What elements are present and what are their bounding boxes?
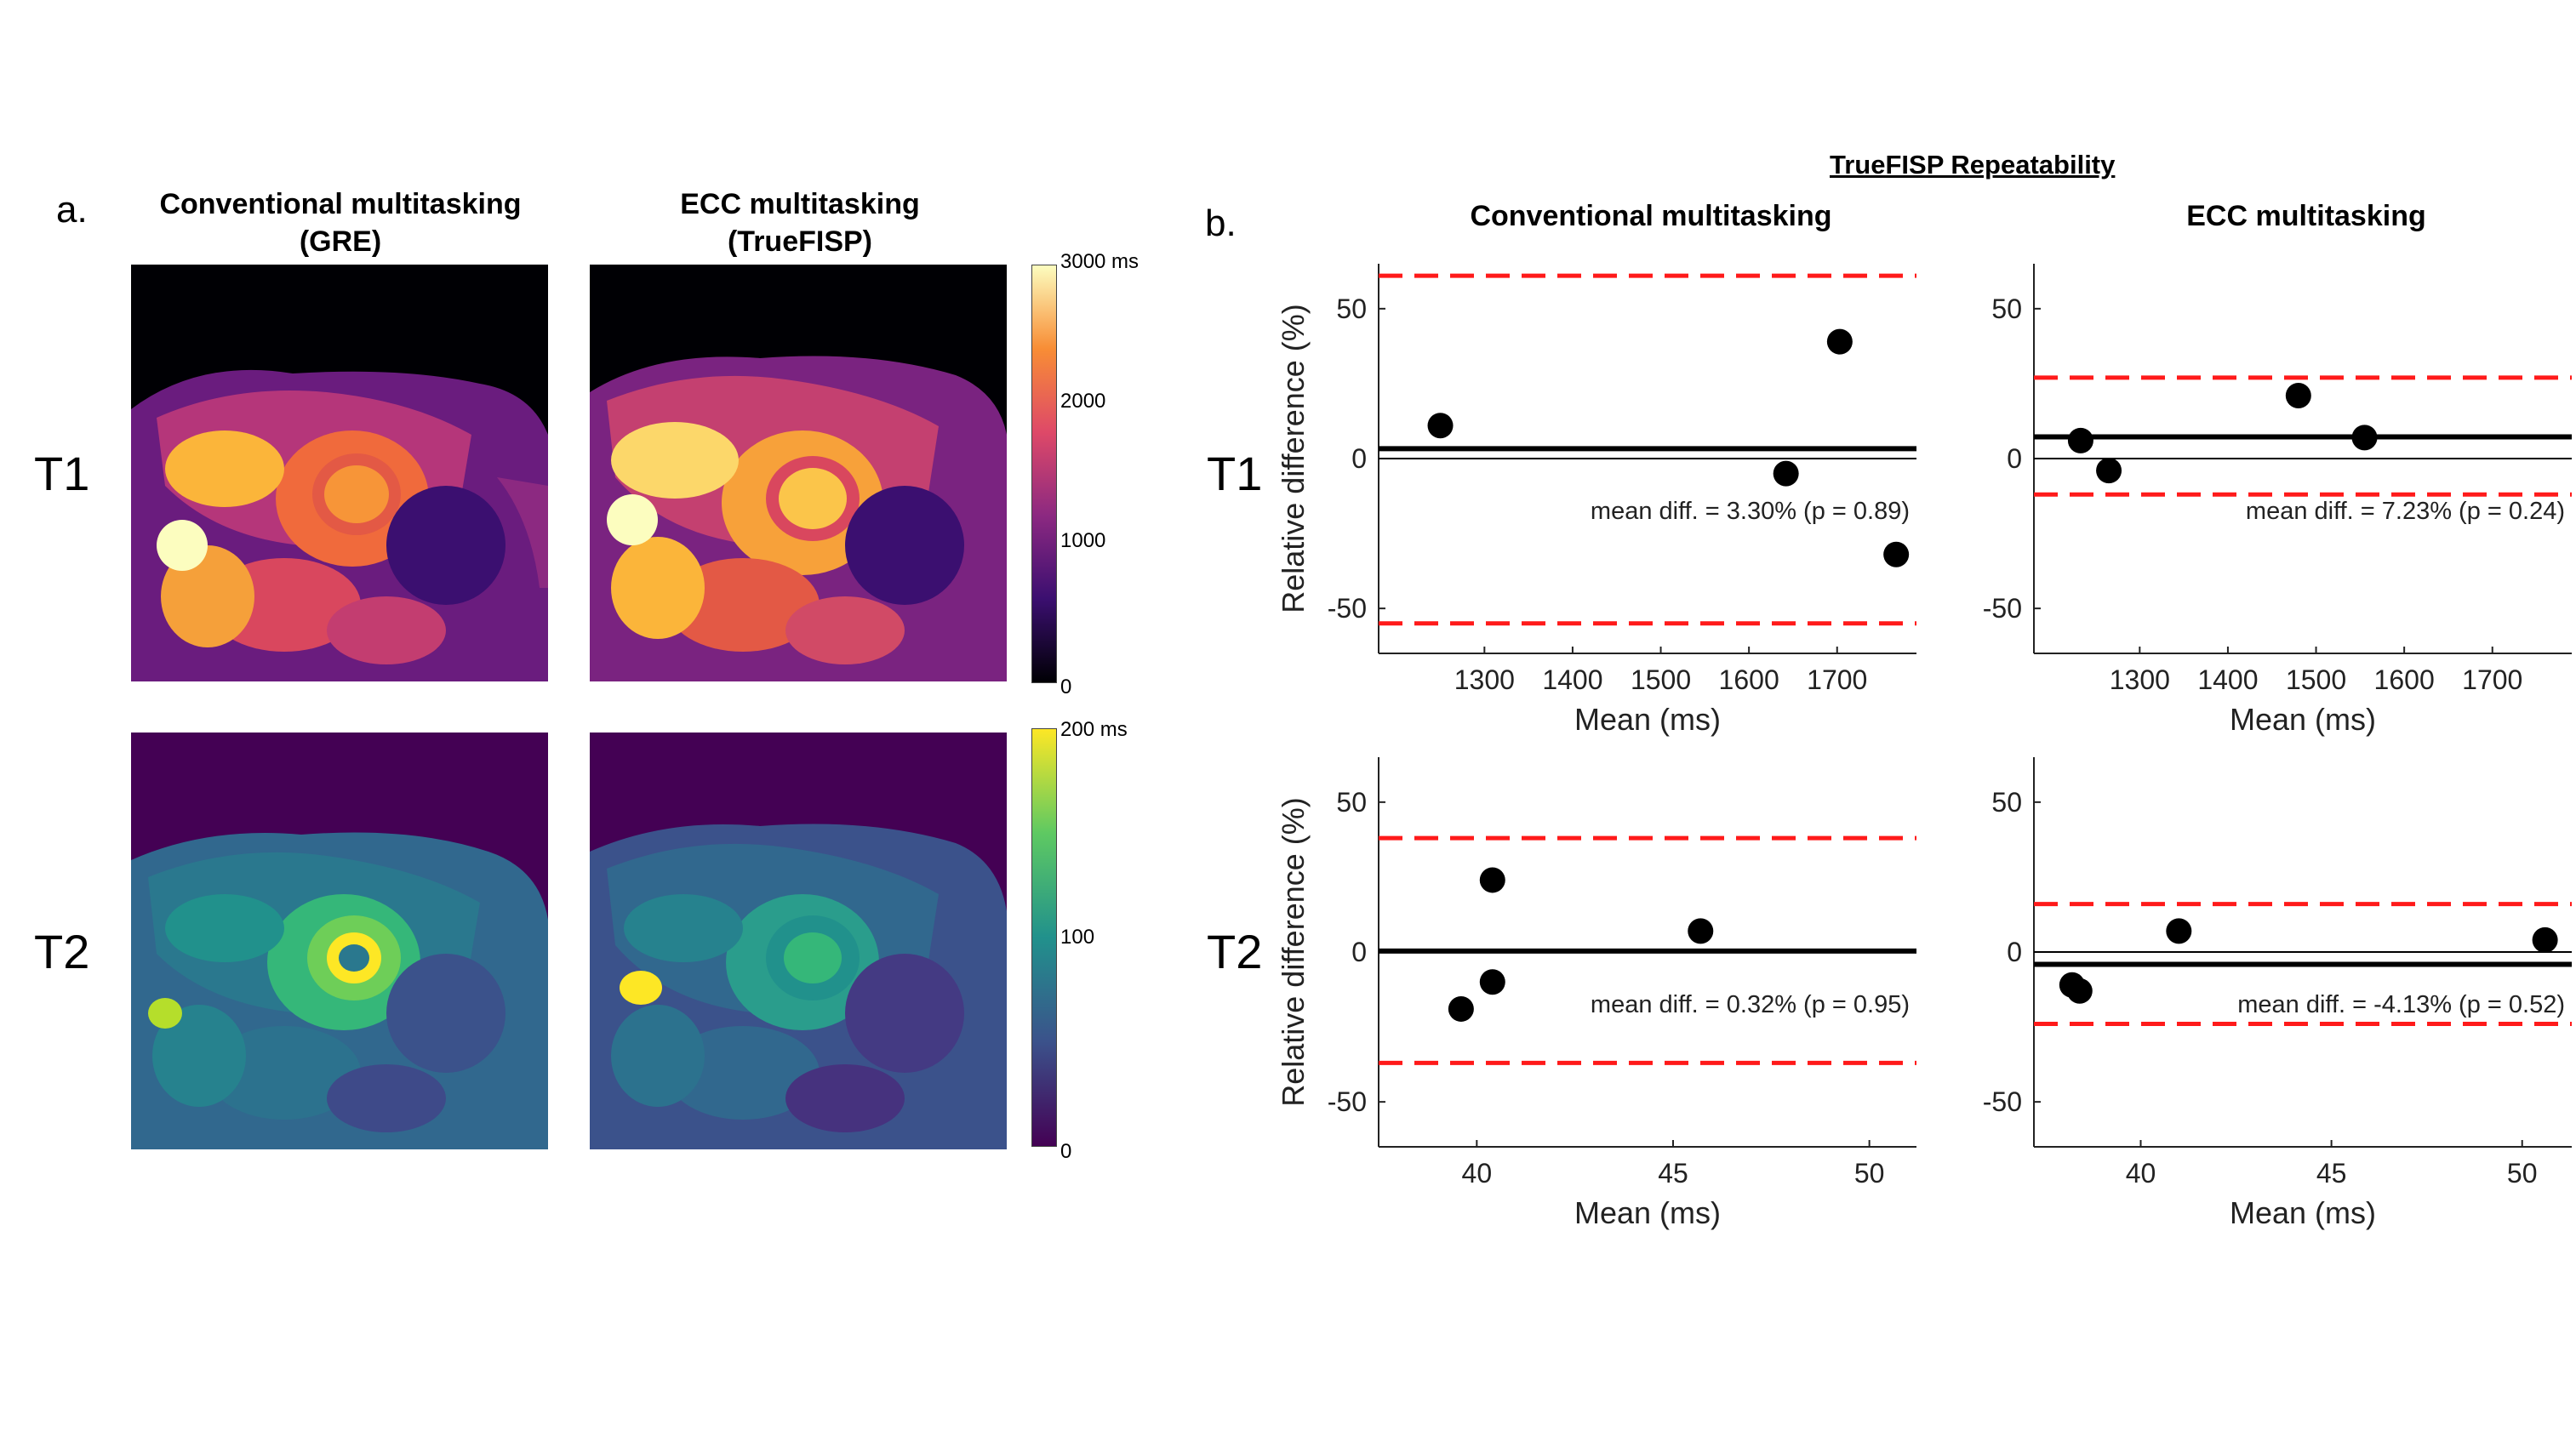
panel-b-col-title-ecc: ECC multitasking <box>2186 200 2426 232</box>
plot-3-y-tick-label: 0 <box>2007 937 2022 967</box>
t2-colorbar-tick-0: 0 <box>1060 1140 1072 1163</box>
plot-1-y-tick-label: 50 <box>1991 294 2022 324</box>
plot-0-x-tick-label: 1700 <box>1807 664 1867 695</box>
t1-colorbar-tick-0: 0 <box>1060 676 1072 698</box>
plot-3-x-tick-label: 40 <box>2126 1158 2156 1189</box>
t2-colorbar <box>1031 728 1057 1147</box>
plot-0-y-tick-label: 0 <box>1351 443 1367 474</box>
plot-0-data-point <box>1826 328 1853 355</box>
plot-1-data-point <box>2096 458 2122 484</box>
t2-map-ecc-image <box>590 733 1007 1149</box>
plot-2-x-axis-label: Mean (ms) <box>1574 1195 1721 1230</box>
plot-1-y-tick-label: -50 <box>1983 593 2022 624</box>
plot-0-data-point <box>1427 413 1454 439</box>
plot-2-y-tick-label: 0 <box>1351 937 1367 967</box>
plot-3-x-tick-label: 45 <box>2316 1158 2347 1189</box>
plot-1-x-tick-label: 1500 <box>2286 664 2346 695</box>
panel-b-row-label-t2: T2 <box>1207 925 1263 978</box>
plot-0-data-point <box>1773 460 1799 487</box>
t1-map-conventional <box>131 265 548 681</box>
t1-colorbar-tick-1000: 1000 <box>1060 529 1106 552</box>
plot-0-x-tick-label: 1300 <box>1454 664 1515 695</box>
plot-3-y-tick-label: -50 <box>1983 1086 2022 1117</box>
plot-0-y-tick-label: 50 <box>1336 294 1367 324</box>
plot-2-y-axis-label: Relative difference (%) <box>1276 797 1311 1107</box>
plot-3-data-point <box>2066 978 2093 1004</box>
t2-map-ecc <box>590 733 1007 1149</box>
plot-2-mean-diff-annotation: mean diff. = 0.32% (p = 0.95) <box>1591 991 1910 1018</box>
panel-a-row-label-t2: T2 <box>34 925 90 978</box>
plot-1-data-point <box>2285 383 2311 409</box>
panel-b-letter: b. <box>1205 202 1237 244</box>
panel-a-letter: a. <box>56 189 88 231</box>
plot-1-x-tick-label: 1300 <box>2110 664 2170 695</box>
plot-3-data-point <box>2532 926 2558 953</box>
plot-0-x-tick-label: 1500 <box>1631 664 1691 695</box>
plot-2-y-tick-label: 50 <box>1336 787 1367 818</box>
t1-colorbar-tick-3000: 3000 ms <box>1060 250 1139 273</box>
t2-map-conventional-image <box>131 733 548 1149</box>
plot-0-data-point <box>1883 541 1910 567</box>
panel-b-col-title-conventional: Conventional multitasking <box>1470 200 1832 232</box>
panel-a-row-label-t1: T1 <box>34 447 90 500</box>
plot-2-data-point <box>1688 918 1714 944</box>
plot-1-x-tick-label: 1600 <box>2374 664 2435 695</box>
panel-a-col-title-ecc: ECC multitasking (TrueFISP) <box>587 185 1013 260</box>
plot-3-data-point <box>2166 918 2192 944</box>
plot-1-x-tick-label: 1400 <box>2197 664 2258 695</box>
t1-colorbar-tick-2000: 2000 <box>1060 390 1106 413</box>
plot-2-x-tick-label: 45 <box>1658 1158 1688 1189</box>
t1-map-ecc-image <box>590 265 1007 681</box>
panel-b-overall-title: TrueFISP Repeatability <box>1830 150 2116 180</box>
plot-2-data-point <box>1479 867 1505 893</box>
plot-0-y-axis-label: Relative difference (%) <box>1276 304 1311 613</box>
plot-3-y-tick-label: 50 <box>1991 787 2022 818</box>
t2-colorbar-tick-200: 200 ms <box>1060 718 1128 741</box>
plot-3-x-axis-label: Mean (ms) <box>2230 1195 2376 1230</box>
plot-1-x-axis-label: Mean (ms) <box>2230 702 2376 737</box>
plot-1-y-tick-label: 0 <box>2007 443 2022 474</box>
plot-2-data-point <box>1448 995 1474 1022</box>
plot-2-data-point <box>1479 969 1505 995</box>
col-title-line2: (GRE) <box>299 225 382 258</box>
plot-2-x-tick-label: 40 <box>1462 1158 1493 1189</box>
plot-1-mean-diff-annotation: mean diff. = 7.23% (p = 0.24) <box>2246 498 2565 525</box>
t1-map-ecc <box>590 265 1007 681</box>
t2-colorbar-tick-100: 100 <box>1060 926 1095 949</box>
col-title-line2: (TrueFISP) <box>727 225 873 258</box>
plot-3-x-tick-label: 50 <box>2507 1158 2538 1189</box>
panel-a-col-title-conventional: Conventional multitasking (GRE) <box>128 185 553 260</box>
plot-0-x-tick-label: 1400 <box>1542 664 1602 695</box>
plot-1-data-point <box>2351 425 2378 451</box>
t1-map-conventional-image <box>131 265 548 681</box>
plot-2-x-tick-label: 50 <box>1854 1158 1885 1189</box>
panel-b-row-label-t1: T1 <box>1207 447 1263 500</box>
plot-2-y-tick-label: -50 <box>1328 1086 1367 1117</box>
col-title-line1: ECC multitasking <box>680 188 920 220</box>
plot-0-x-axis-label: Mean (ms) <box>1574 702 1721 737</box>
col-title-line1: Conventional multitasking <box>159 188 522 220</box>
plot-0-y-tick-label: -50 <box>1328 593 1367 624</box>
plot-3-mean-diff-annotation: mean diff. = -4.13% (p = 0.52) <box>2237 991 2565 1018</box>
plot-0-mean-diff-annotation: mean diff. = 3.30% (p = 0.89) <box>1591 498 1910 525</box>
plot-1-data-point <box>2067 427 2093 453</box>
t1-colorbar <box>1031 265 1057 683</box>
plot-1-x-tick-label: 1700 <box>2462 664 2522 695</box>
plot-0-x-tick-label: 1600 <box>1719 664 1779 695</box>
t2-map-conventional <box>131 733 548 1149</box>
